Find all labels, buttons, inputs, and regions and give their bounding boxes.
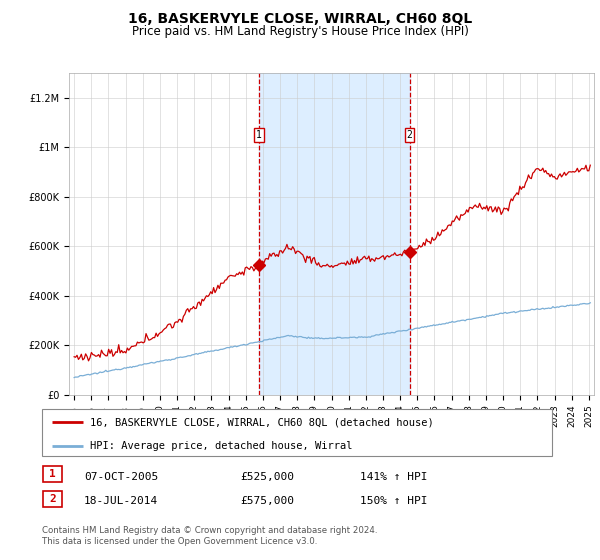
- Text: 1: 1: [49, 469, 56, 479]
- Text: 2: 2: [407, 130, 413, 140]
- FancyBboxPatch shape: [43, 491, 62, 507]
- FancyBboxPatch shape: [42, 409, 552, 456]
- Text: 16, BASKERVYLE CLOSE, WIRRAL, CH60 8QL: 16, BASKERVYLE CLOSE, WIRRAL, CH60 8QL: [128, 12, 472, 26]
- Text: £575,000: £575,000: [240, 496, 294, 506]
- Text: 18-JUL-2014: 18-JUL-2014: [84, 496, 158, 506]
- Bar: [259, 73, 410, 395]
- Text: 16, BASKERVYLE CLOSE, WIRRAL, CH60 8QL (detached house): 16, BASKERVYLE CLOSE, WIRRAL, CH60 8QL (…: [91, 417, 434, 427]
- Text: Contains HM Land Registry data © Crown copyright and database right 2024.
This d: Contains HM Land Registry data © Crown c…: [42, 526, 377, 546]
- Text: 150% ↑ HPI: 150% ↑ HPI: [360, 496, 427, 506]
- Text: 141% ↑ HPI: 141% ↑ HPI: [360, 472, 427, 482]
- FancyBboxPatch shape: [43, 466, 62, 482]
- Text: 1: 1: [256, 130, 262, 140]
- Text: 07-OCT-2005: 07-OCT-2005: [84, 472, 158, 482]
- Text: 2: 2: [49, 494, 56, 504]
- Text: Price paid vs. HM Land Registry's House Price Index (HPI): Price paid vs. HM Land Registry's House …: [131, 25, 469, 38]
- Text: £525,000: £525,000: [240, 472, 294, 482]
- Text: HPI: Average price, detached house, Wirral: HPI: Average price, detached house, Wirr…: [91, 441, 353, 451]
